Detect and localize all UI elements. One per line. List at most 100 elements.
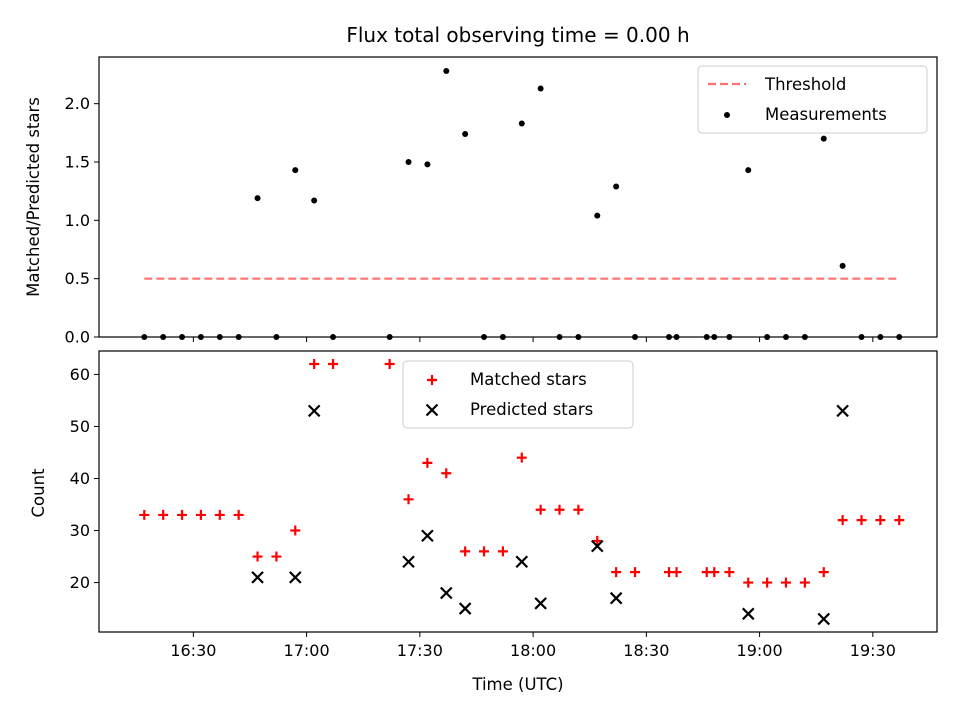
measurement-point (424, 161, 431, 168)
matched-star-point (214, 509, 225, 520)
measurement-point (216, 334, 223, 340)
matched-star-point (290, 525, 301, 536)
measurement-point (499, 334, 506, 340)
legend-threshold-label: Threshold (764, 75, 846, 94)
legend-matched-label: Matched stars (470, 370, 587, 389)
predicted-star-point (251, 571, 264, 584)
measurement-point (703, 334, 710, 340)
measurement-point (556, 334, 563, 340)
matched-star-point (762, 577, 773, 588)
bottom-ytick-label: 40 (70, 469, 90, 488)
measurement-point (711, 334, 718, 340)
top-ytick-label: 1.5 (65, 153, 90, 172)
measurement-point (632, 334, 639, 340)
bottom-ytick-label: 30 (70, 521, 90, 540)
measurement-point (179, 334, 186, 340)
bottom-panel: 20 30 40 50 60 16:30 17:00 17:30 18:00 18:30 19:00… (70, 350, 938, 660)
top-frame (98, 56, 938, 338)
measurement-point (330, 334, 337, 340)
predicted-star-point (817, 612, 831, 626)
measurement-point (745, 167, 752, 174)
measurement-point (235, 334, 242, 340)
matched-star-point (271, 551, 282, 562)
predicted-star-point (741, 607, 755, 621)
measurement-point (160, 334, 167, 340)
top-ytick-label: 2.0 (65, 94, 90, 113)
measurement-point (877, 334, 884, 340)
top-legend: Threshold Measurements (697, 65, 928, 134)
bottom-xtick-label: 18:30 (623, 641, 669, 660)
legend-measurements-swatch (724, 112, 730, 118)
bottom-ylabel: Count (29, 468, 48, 518)
matched-star-point (252, 551, 263, 562)
measurement-point (764, 334, 771, 340)
matched-star-point (195, 509, 206, 520)
measurement-point (197, 334, 204, 340)
matched-star-point (856, 515, 867, 526)
matched-star-point (497, 546, 508, 557)
measurement-point (594, 212, 601, 219)
bottom-frame (98, 350, 938, 633)
matched-star-point (837, 515, 848, 526)
bottom-xtick-label: 19:30 (850, 641, 896, 660)
top-ylabel: Matched/Predicted stars (24, 97, 43, 297)
predicted-star-point (458, 602, 472, 615)
measurement-point (801, 334, 808, 340)
predicted-star-point (836, 404, 849, 418)
predicted-star-point (402, 555, 415, 569)
matched-star-point (460, 546, 471, 557)
bottom-ytick-label: 20 (70, 573, 90, 592)
top-ytick-label: 1.0 (65, 211, 90, 230)
measurement-point (273, 334, 280, 340)
matched-star-point (592, 535, 603, 546)
matched-star-point (611, 567, 622, 578)
predicted-star-point (307, 404, 321, 418)
measurement-point (443, 68, 450, 74)
measurement-point (665, 334, 672, 340)
matched-star-point (158, 509, 169, 520)
measurement-point (481, 334, 488, 340)
bottom-legend-box (402, 360, 634, 429)
matched-star-point (233, 509, 244, 520)
matched-star-point (384, 359, 395, 370)
bottom-xtick-label: 17:00 (284, 641, 330, 660)
predicted-star-point (515, 555, 529, 569)
measurement-point (726, 334, 733, 340)
legend-predicted-swatch (425, 403, 439, 417)
xlabel: Time (UTC) (471, 675, 563, 694)
matched-star-point (403, 494, 414, 505)
predicted-star-point (440, 586, 453, 600)
measurement-point (141, 334, 148, 340)
matched-star-point (516, 452, 527, 463)
matched-star-point (422, 457, 433, 468)
predicted-star-point (609, 591, 623, 605)
measurement-point (820, 135, 827, 142)
matched-star-point (818, 567, 829, 578)
predicted-star-point (590, 539, 604, 553)
bottom-ytick-label: 50 (70, 417, 90, 436)
measurement-point (386, 334, 393, 340)
matched-star-point (743, 577, 754, 588)
legend-measurements-label: Measurements (765, 105, 887, 124)
measurement-point (462, 131, 469, 137)
matched-star-point (875, 515, 886, 526)
predicted-star-point (421, 529, 434, 543)
matched-star-point (535, 504, 546, 515)
matched-star-point (479, 546, 490, 557)
matched-star-point (894, 515, 905, 526)
measurement-point (311, 197, 318, 204)
matched-star-point (671, 567, 682, 578)
legend-predicted-label: Predicted stars (470, 400, 593, 419)
matched-star-point (554, 504, 565, 515)
measurement-point (896, 334, 903, 340)
measurement-point (254, 195, 261, 202)
bottom-ytick-label: 60 (70, 365, 90, 384)
measurement-point (518, 120, 525, 127)
matched-star-point (573, 504, 584, 515)
bottom-xtick-label: 17:30 (397, 641, 443, 660)
matched-star-point (781, 577, 792, 588)
matched-star-point (309, 359, 320, 370)
measurement-point (613, 183, 620, 190)
measurement-point (537, 85, 544, 92)
matched-star-point (724, 567, 735, 578)
